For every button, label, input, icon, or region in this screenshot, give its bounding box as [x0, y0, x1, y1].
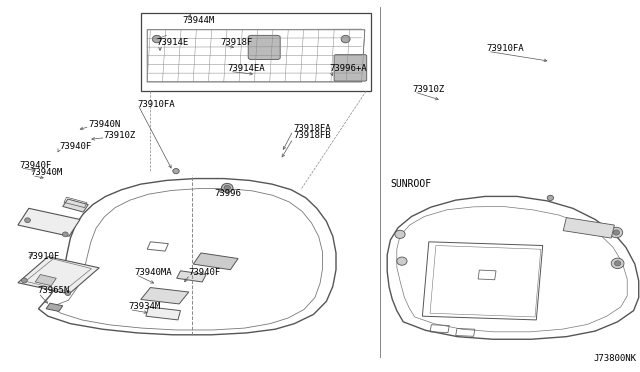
Polygon shape — [177, 271, 206, 282]
Ellipse shape — [21, 278, 27, 283]
Text: 73944M: 73944M — [182, 16, 214, 25]
Text: 73910Z: 73910Z — [413, 85, 445, 94]
Ellipse shape — [547, 195, 554, 201]
Text: 73940N: 73940N — [88, 120, 120, 129]
Text: 73940F: 73940F — [59, 142, 91, 151]
Polygon shape — [63, 199, 88, 212]
Text: 73965N: 73965N — [37, 286, 69, 295]
Text: J73800NK: J73800NK — [594, 355, 637, 363]
Ellipse shape — [24, 218, 30, 222]
Text: 73996: 73996 — [214, 189, 241, 198]
Ellipse shape — [611, 258, 624, 269]
Ellipse shape — [173, 169, 179, 174]
Polygon shape — [141, 288, 189, 304]
Polygon shape — [193, 253, 238, 270]
Text: 73918F: 73918F — [221, 38, 253, 47]
Ellipse shape — [614, 261, 621, 266]
Ellipse shape — [395, 230, 405, 238]
Ellipse shape — [65, 291, 70, 296]
Text: 73914E: 73914E — [157, 38, 189, 47]
Text: 73940M: 73940M — [31, 169, 63, 177]
Polygon shape — [35, 275, 56, 286]
Text: 73996+A: 73996+A — [330, 64, 367, 73]
Text: 73910FA: 73910FA — [138, 100, 175, 109]
Ellipse shape — [152, 35, 161, 43]
Polygon shape — [46, 303, 63, 311]
Text: 73940MA: 73940MA — [134, 268, 172, 277]
Ellipse shape — [397, 257, 407, 265]
Polygon shape — [563, 218, 614, 238]
Polygon shape — [18, 208, 80, 236]
Text: 73940F: 73940F — [189, 268, 221, 277]
Text: 73914EA: 73914EA — [227, 64, 265, 73]
Text: 73910F: 73910F — [27, 252, 59, 261]
Text: SUNROOF: SUNROOF — [390, 179, 431, 189]
Text: 73910Z: 73910Z — [104, 131, 136, 140]
Ellipse shape — [610, 227, 623, 238]
Bar — [141, 13, 371, 91]
Text: 73940F: 73940F — [19, 161, 51, 170]
FancyBboxPatch shape — [334, 55, 367, 81]
Polygon shape — [146, 307, 180, 320]
Text: 73918FA: 73918FA — [293, 124, 331, 133]
Text: 73910FA: 73910FA — [486, 44, 524, 53]
Ellipse shape — [613, 230, 620, 235]
FancyBboxPatch shape — [248, 35, 280, 60]
Text: 73918FB: 73918FB — [293, 131, 331, 140]
Polygon shape — [18, 257, 99, 294]
Polygon shape — [46, 216, 72, 228]
Ellipse shape — [341, 35, 350, 43]
Text: 73934M: 73934M — [128, 302, 160, 311]
Ellipse shape — [224, 185, 230, 190]
Ellipse shape — [63, 232, 68, 237]
Ellipse shape — [221, 183, 233, 192]
